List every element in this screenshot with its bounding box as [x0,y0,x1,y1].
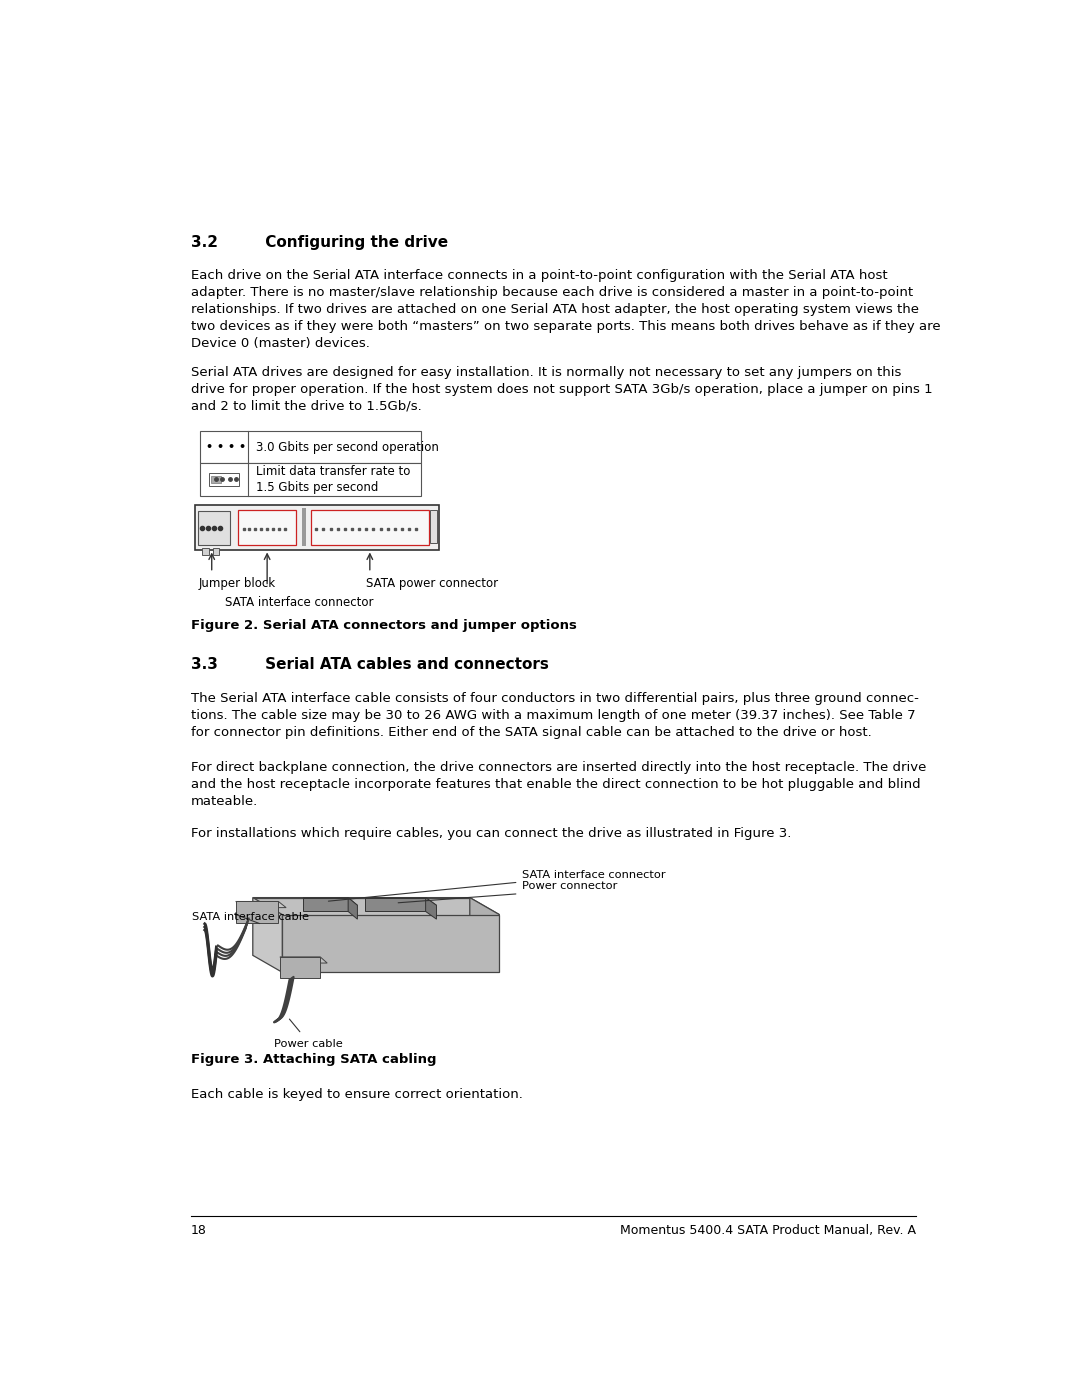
Polygon shape [280,957,321,978]
Text: 3.2         Configuring the drive: 3.2 Configuring the drive [191,235,448,250]
Polygon shape [365,898,426,911]
Text: 3.3         Serial ATA cables and connectors: 3.3 Serial ATA cables and connectors [191,658,549,672]
Polygon shape [303,898,357,905]
Polygon shape [365,898,436,905]
Text: Serial ATA drives are designed for easy installation. It is normally not necessa: Serial ATA drives are designed for easy … [191,366,932,412]
Bar [311,510,429,545]
Bar [238,510,296,545]
Text: SATA interface connector: SATA interface connector [225,595,373,609]
Text: Power connector: Power connector [523,882,618,891]
Polygon shape [235,901,279,923]
Polygon shape [280,957,327,963]
Text: 3.0 Gbits per second operation: 3.0 Gbits per second operation [256,440,438,454]
Text: The Serial ATA interface cable consists of four conductors in two differential p: The Serial ATA interface cable consists … [191,692,919,739]
Bar [430,510,437,543]
Text: • • • •: • • • • [206,441,246,453]
Bar [301,509,307,546]
Text: Figure 2. Serial ATA connectors and jumper options: Figure 2. Serial ATA connectors and jump… [191,619,577,631]
Polygon shape [426,898,436,919]
Polygon shape [470,898,499,972]
Text: Figure 3. Attaching SATA cabling: Figure 3. Attaching SATA cabling [191,1053,436,1066]
Text: For installations which require cables, you can connect the drive as illustrated: For installations which require cables, … [191,827,792,840]
Text: Limit data transfer rate to
1.5 Gbits per second: Limit data transfer rate to 1.5 Gbits pe… [256,465,410,495]
Bar [194,504,438,549]
Bar [200,432,421,464]
Bar [200,464,421,496]
Bar [198,511,230,545]
Text: Power cable: Power cable [274,1039,343,1049]
Text: Jumper block: Jumper block [199,577,275,590]
Text: Each cable is keyed to ensure correct orientation.: Each cable is keyed to ensure correct or… [191,1088,523,1101]
Bar [211,475,221,483]
Polygon shape [235,901,286,908]
Text: SATA power connector: SATA power connector [366,577,498,590]
Polygon shape [303,898,348,911]
Bar [202,548,208,555]
Text: SATA interface cable: SATA interface cable [192,912,309,922]
Bar [213,548,219,555]
Polygon shape [348,898,357,919]
Polygon shape [253,898,499,915]
Text: Momentus 5400.4 SATA Product Manual, Rev. A: Momentus 5400.4 SATA Product Manual, Rev… [620,1224,916,1238]
Polygon shape [282,915,499,972]
Text: 18: 18 [191,1224,206,1238]
Bar [210,474,239,486]
Text: Each drive on the Serial ATA interface connects in a point-to-point configuratio: Each drive on the Serial ATA interface c… [191,270,941,351]
Text: SATA interface connector: SATA interface connector [523,870,666,880]
Polygon shape [253,898,282,972]
Text: For direct backplane connection, the drive connectors are inserted directly into: For direct backplane connection, the dri… [191,761,927,809]
Polygon shape [253,898,470,956]
